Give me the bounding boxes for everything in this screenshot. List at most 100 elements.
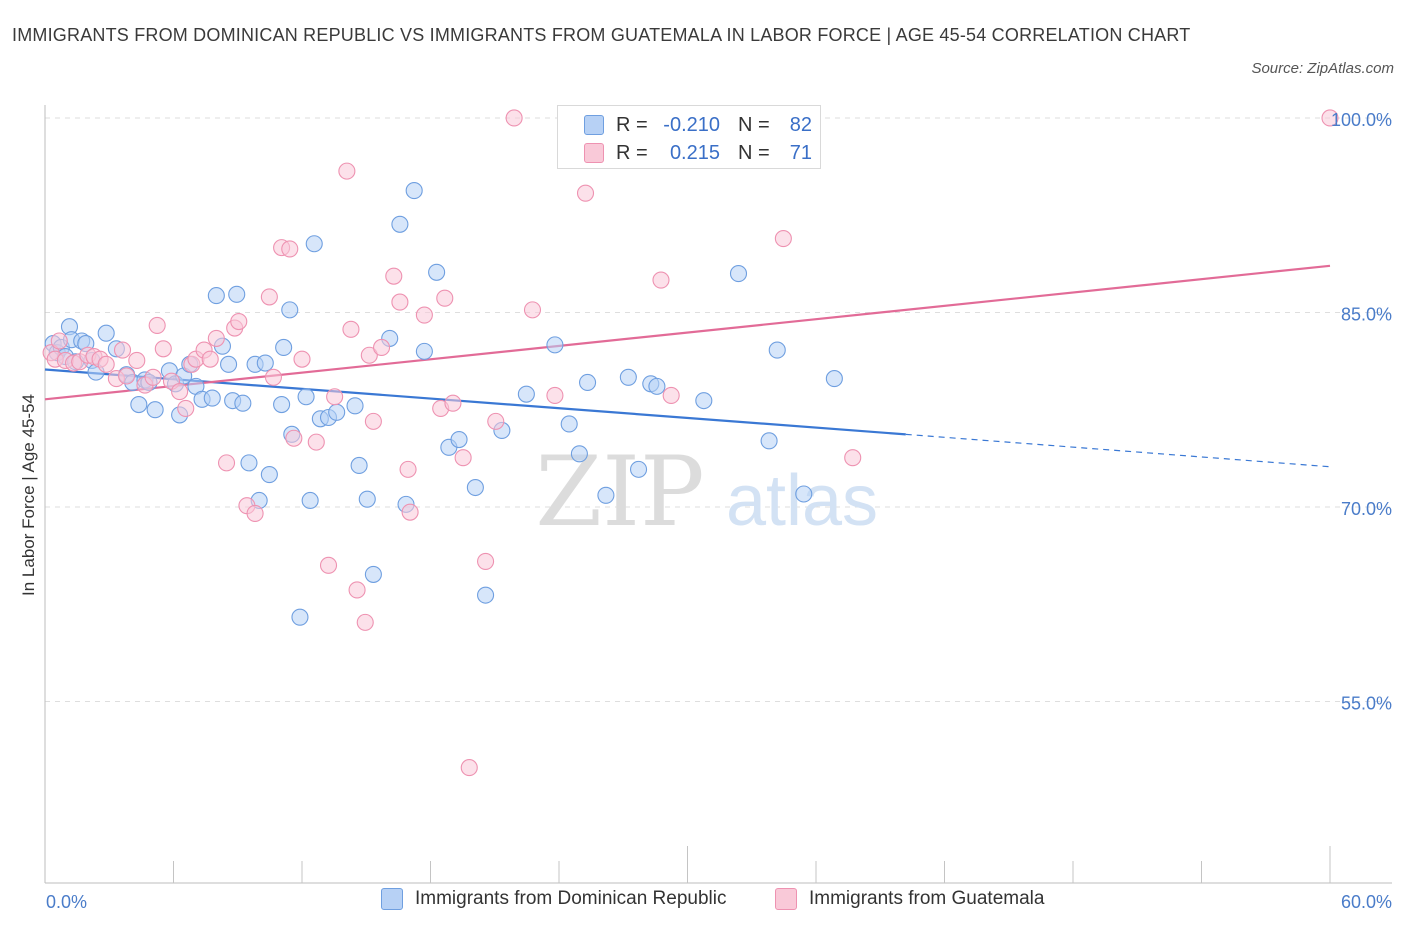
data-point-blue [695, 392, 713, 410]
y-tick-label: 85.0% [1341, 304, 1392, 324]
data-point-pink [436, 289, 454, 307]
data-point-blue [729, 265, 748, 283]
data-point-blue [281, 301, 299, 319]
data-point-blue [350, 456, 368, 475]
data-point-pink [391, 293, 409, 311]
chart-title: IMMIGRANTS FROM DOMINICAN REPUBLIC VS IM… [12, 25, 1191, 45]
data-point-pink [385, 267, 403, 285]
y-tick-label: 55.0% [1341, 693, 1392, 713]
data-point-pink [348, 581, 366, 599]
data-point-blue [405, 182, 423, 200]
data-point-blue [97, 324, 115, 342]
data-point-pink [444, 394, 462, 412]
data-point-blue [146, 401, 164, 419]
series-swatch-blue [381, 888, 403, 910]
legend-n-label: N = [738, 141, 770, 164]
data-point-blue [619, 368, 637, 386]
data-point-blue [579, 373, 597, 392]
data-point-pink [326, 388, 344, 406]
data-point-pink [523, 301, 542, 319]
data-point-blue [560, 415, 578, 433]
data-point-blue [260, 465, 278, 484]
source-credit: Source: ZipAtlas.com [1251, 60, 1394, 77]
data-point-blue [220, 355, 238, 373]
x-tick-label: 0.0% [46, 892, 87, 912]
data-point-blue [825, 370, 843, 388]
data-point-pink [177, 399, 195, 417]
data-point-blue [228, 285, 246, 303]
data-point-blue [275, 338, 293, 357]
series-legend-label: Immigrants from Guatemala [809, 888, 1045, 909]
data-point-pink [118, 367, 136, 385]
data-point-blue [570, 445, 588, 463]
data-point-pink [364, 412, 382, 430]
data-point-pink [260, 288, 278, 306]
data-point-pink [148, 316, 166, 334]
data-point-pink [505, 109, 523, 127]
data-point-pink [652, 271, 670, 289]
legend-r-label: R = [616, 141, 648, 164]
data-point-pink [319, 556, 338, 574]
data-point-blue [240, 454, 258, 472]
data-point-blue [648, 377, 666, 395]
data-point-blue [597, 486, 615, 504]
data-point-pink [113, 341, 132, 359]
data-point-pink [264, 368, 282, 386]
data-point-pink [338, 162, 356, 180]
legend-n-value: 82 [789, 113, 812, 136]
data-point-pink [144, 368, 162, 386]
legend-swatch-blue [584, 115, 604, 135]
data-point-pink [356, 613, 374, 631]
data-point-pink [576, 184, 595, 202]
data-point-blue [273, 395, 291, 414]
data-point-blue [768, 341, 786, 359]
data-point-pink [662, 386, 680, 405]
data-point-pink [372, 338, 391, 357]
data-point-blue [629, 460, 648, 478]
legend-r-label: R = [616, 113, 648, 136]
data-point-blue [546, 336, 564, 354]
correlation-legend: R = -0.210 N = 82 R = 0.215 N = 71 [557, 105, 821, 169]
data-point-pink [207, 329, 225, 347]
trend-line-pink [44, 264, 1331, 401]
data-point-pink [401, 503, 419, 521]
data-point-blue [301, 491, 319, 510]
data-point-pink [1321, 109, 1339, 127]
data-point-blue [795, 485, 813, 503]
data-point-pink [454, 449, 472, 467]
data-point-pink [307, 433, 325, 451]
data-point-pink [477, 552, 495, 570]
x-tick-label: 60.0% [1341, 892, 1392, 912]
data-point-blue [477, 586, 495, 604]
data-point-blue [291, 608, 309, 626]
data-point-pink [285, 429, 303, 447]
y-tick-label: 100.0% [1331, 110, 1392, 130]
data-point-blue [391, 215, 409, 233]
data-point-pink [415, 306, 433, 324]
data-point-blue [517, 385, 535, 403]
series-swatch-pink [775, 888, 797, 910]
data-point-pink [293, 350, 311, 368]
data-point-pink [399, 460, 417, 478]
series-legend-item-pink: Immigrants from Guatemala [775, 888, 1044, 910]
data-point-blue [450, 430, 468, 449]
data-point-pink [154, 340, 172, 358]
legend-r-value: -0.210 [663, 113, 720, 136]
data-point-blue [207, 287, 225, 305]
data-point-pink [217, 454, 236, 472]
data-point-pink [50, 332, 68, 350]
data-point-pink [546, 386, 564, 405]
data-point-blue [297, 388, 315, 406]
y-tick-label: 70.0% [1341, 499, 1392, 519]
data-points [42, 109, 1339, 777]
data-point-blue [130, 395, 148, 414]
data-point-blue [346, 397, 364, 415]
data-point-pink [460, 759, 478, 777]
data-point-pink [844, 449, 862, 467]
data-point-pink [487, 412, 505, 430]
data-point-blue [328, 403, 346, 421]
legend-row-blue: R = -0.210 N = 82 [584, 113, 812, 137]
series-legend-item-blue: Immigrants from Dominican Republic [381, 888, 727, 910]
legend-n-label: N = [738, 113, 770, 136]
